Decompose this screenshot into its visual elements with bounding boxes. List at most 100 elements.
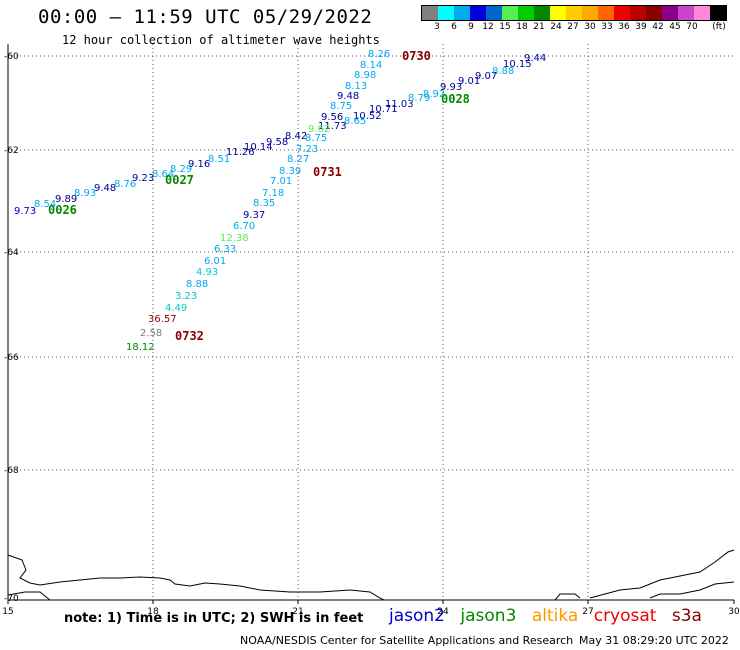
wave-height-label: 8.75 (305, 133, 327, 144)
y-tick-label: -62 (4, 146, 19, 156)
wave-height-label: 8.92 (423, 89, 445, 100)
wave-height-label: 8.29 (170, 164, 192, 175)
wave-height-label: 2.58 (140, 328, 162, 339)
legend-swatch (486, 6, 502, 20)
pass-time-label: 0732 (175, 329, 204, 343)
wave-height-label: 8.79 (408, 93, 430, 104)
wave-height-label: 8.13 (345, 81, 367, 92)
legend-label: 24 (550, 22, 562, 32)
legend-label: 6 (451, 22, 457, 32)
pass-time-label: 0731 (313, 165, 342, 179)
wave-height-label: 9.07 (475, 71, 497, 82)
pass-time-label: 0730 (402, 49, 431, 63)
wave-height-label: 8.75 (330, 101, 352, 112)
y-tick-label: -60 (4, 52, 19, 62)
wave-height-label: 8.65 (344, 116, 366, 127)
wave-height-label: 9.48 (337, 91, 359, 102)
legend-swatch (438, 6, 454, 20)
wave-height-label: 6.33 (214, 244, 236, 255)
wave-height-label: 12.38 (220, 233, 249, 244)
legend-swatch (694, 6, 710, 20)
wave-height-label: 3.23 (175, 291, 197, 302)
wave-height-label: 8.54 (34, 199, 56, 210)
coastline (7, 549, 735, 601)
wave-height-label: 9.48 (94, 183, 116, 194)
wave-height-label: 8.93 (74, 188, 96, 199)
legend-label: 39 (635, 22, 647, 32)
pass-time-label: 0027 (165, 173, 194, 187)
generated-timestamp: May 31 08:29:20 UTC 2022 (579, 634, 729, 647)
y-tick-label: -68 (4, 466, 19, 476)
legend-swatch (646, 6, 662, 20)
legend-swatch (678, 6, 694, 20)
wave-height-label: 9.58 (266, 137, 288, 148)
wave-height-label: 8.64 (152, 169, 174, 180)
legend-swatch (566, 6, 582, 20)
legend-label: 36 (618, 22, 630, 32)
wave-height-label: 10.71 (369, 104, 398, 115)
x-tick-label: 18 (147, 607, 159, 617)
wave-height-label: 8.98 (354, 70, 376, 81)
map-frame (7, 44, 734, 601)
y-tick-label: -70 (4, 594, 19, 604)
wave-height-label: 9.37 (243, 210, 265, 221)
legend-label: 21 (533, 22, 545, 32)
wave-height-label: 9.56 (321, 112, 343, 123)
wave-height-label: 10.52 (353, 111, 382, 122)
pass-time-label: 0028 (441, 92, 470, 106)
sat-s3a: s3a (671, 606, 702, 626)
map-title: 00:00 – 11:59 UTC 05/29/2022 (38, 6, 373, 28)
legend-label: 33 (601, 22, 613, 32)
wave-height-label: 36.57 (148, 314, 177, 325)
legend-label: 9 (468, 22, 474, 32)
wave-height-label: 9.62 (308, 124, 330, 135)
y-tick-label: -64 (4, 248, 19, 258)
wave-height-label: 8.27 (287, 154, 309, 165)
wave-height-label: 8.26 (368, 49, 390, 60)
wave-height-label: 11.73 (318, 121, 347, 132)
axis-ticks: 15 18 21 24 27 30 -60 -62 -64 -66 -68 -70 (2, 52, 740, 617)
time-labels: 0730 0028 0027 0026 0731 0732 (48, 49, 470, 343)
x-tick-label: 15 (2, 607, 13, 617)
legend-swatch (630, 6, 646, 20)
wave-height-label: 4.49 (165, 303, 187, 314)
credit-line: NOAA/NESDIS Center for Satellite Applica… (240, 634, 574, 647)
footer-note: note: 1) Time is in UTC; 2) SWH is in fe… (64, 611, 364, 626)
wave-height-label: 11.26 (226, 147, 255, 158)
legend-label: 3 (434, 22, 440, 32)
legend-label: 45 (669, 22, 681, 32)
legend-swatch (710, 6, 726, 20)
legend-label: 18 (516, 22, 528, 32)
wave-height-label: 8.51 (208, 154, 230, 165)
wave-height-label: 10.14 (244, 142, 273, 153)
wave-height-label: 9.01 (458, 76, 480, 87)
legend-swatch (454, 6, 470, 20)
coastline-segment (649, 581, 735, 599)
wave-height-label: 4.93 (196, 267, 218, 278)
legend-swatch (582, 6, 598, 20)
wave-height-label: 7.23 (296, 144, 318, 155)
wave-height-label: 9.23 (132, 173, 154, 184)
sat-altika: altika (531, 606, 579, 626)
coastline-segment (7, 554, 385, 601)
legend-unit: (ft) (712, 22, 726, 32)
wave-height-label: 6.70 (233, 221, 255, 232)
wave-height-label: 9.16 (188, 159, 210, 170)
legend-label: 27 (567, 22, 579, 32)
legend-label: 70 (686, 22, 698, 32)
x-tick-label: 24 (437, 607, 449, 617)
color-legend: (ft) 3 6 9 12 15 18 21 24 27 30 33 36 39 42 45 70 (421, 5, 727, 36)
pass-time-label: 0026 (48, 203, 77, 217)
wave-height-label: 7.01 (270, 176, 292, 187)
wave-height-label: 8.39 (279, 166, 301, 177)
map-subtitle: 12 hour collection of altimeter wave hei… (62, 33, 380, 47)
wave-height-label: 10.15 (503, 59, 532, 70)
legend-swatch (502, 6, 518, 20)
wave-height-label: 11.03 (385, 99, 414, 110)
x-tick-label: 21 (292, 607, 303, 617)
wave-height-label: 9.93 (440, 82, 462, 93)
sat-jason2: jason2 (389, 606, 445, 626)
wave-height-label: 18.12 (126, 342, 155, 353)
wave-height-label: 8.42 (285, 131, 307, 142)
